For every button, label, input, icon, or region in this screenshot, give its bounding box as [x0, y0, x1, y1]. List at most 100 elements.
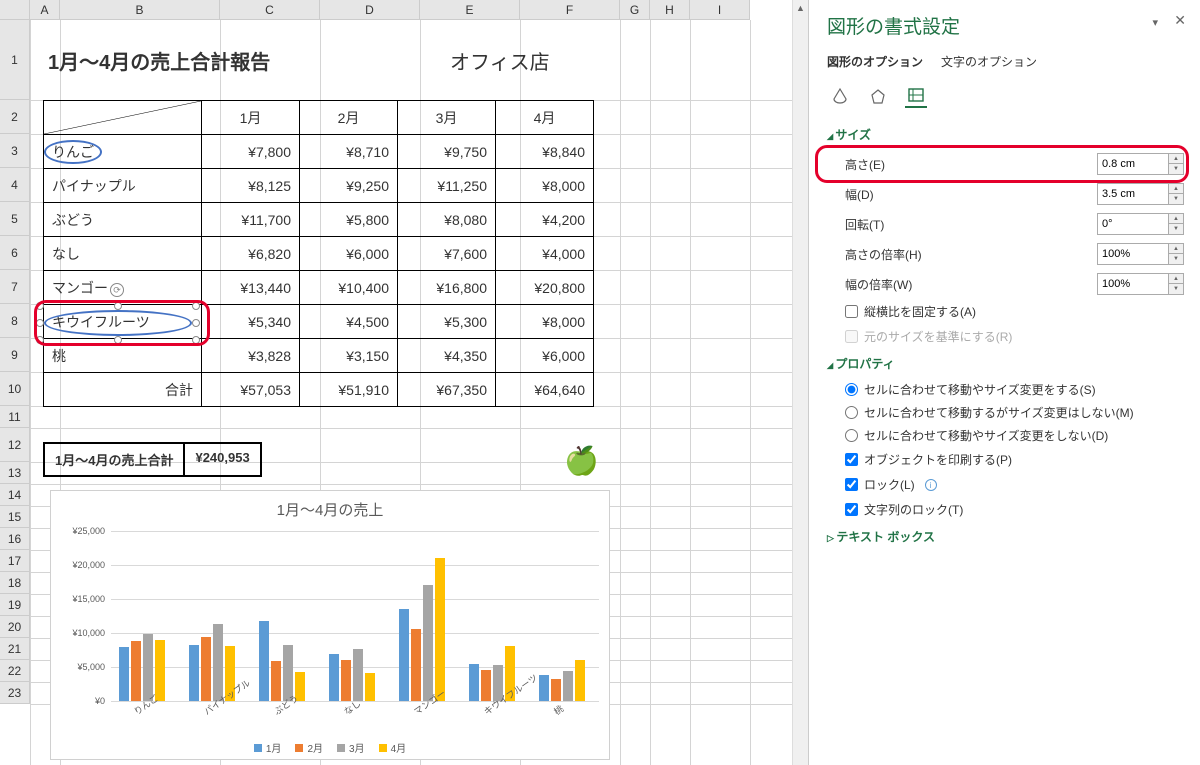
sales-chart[interactable]: 1月～4月の売上 ¥0¥5,000¥10,000¥15,000¥20,000¥2… [50, 490, 610, 760]
row-header-21[interactable]: 21 [0, 638, 29, 660]
col-header-B[interactable]: B [60, 0, 220, 19]
col-header-H[interactable]: H [650, 0, 690, 19]
chart-bar[interactable] [575, 660, 585, 701]
sales-cell: ¥5,300 [398, 305, 496, 339]
print-object-checkbox[interactable] [845, 453, 858, 466]
product-label: パイナップル [44, 169, 202, 203]
store-name: オフィス店 [450, 46, 550, 75]
chart-bar[interactable] [469, 664, 479, 701]
product-label: ぶどう [44, 203, 202, 237]
row-header-12[interactable]: 12 [0, 428, 29, 462]
ellipse-shape-1[interactable] [44, 140, 102, 164]
select-all-corner[interactable] [0, 0, 30, 20]
chart-bar[interactable] [189, 645, 199, 701]
row-header-13[interactable]: 13 [0, 462, 29, 484]
table-row[interactable]: りんご¥7,800¥8,710¥9,750¥8,840 [44, 135, 594, 169]
sales-cell: ¥8,080 [398, 203, 496, 237]
tab-shape-options[interactable]: 図形のオプション [827, 53, 923, 74]
chart-bar[interactable] [329, 654, 339, 701]
size-properties-icon[interactable] [905, 86, 927, 108]
rotation-input[interactable] [1097, 213, 1169, 235]
col-header-D[interactable]: D [320, 0, 420, 19]
chart-bar[interactable] [353, 649, 363, 701]
chart-bar[interactable] [259, 621, 269, 701]
radio-move-nosize[interactable] [845, 406, 858, 419]
col-header-F[interactable]: F [520, 0, 620, 19]
section-textbox[interactable]: テキスト ボックス [827, 522, 1184, 551]
sales-cell: ¥5,800 [300, 203, 398, 237]
chart-bar[interactable] [563, 671, 573, 701]
width-scale-input[interactable] [1097, 273, 1169, 295]
vertical-scrollbar[interactable]: ▲ [792, 0, 808, 765]
row-header-11[interactable]: 11 [0, 406, 29, 428]
table-row[interactable]: パイナップル¥8,125¥9,250¥11,250¥8,000 [44, 169, 594, 203]
sales-table[interactable]: 1月2月3月4月りんご¥7,800¥8,710¥9,750¥8,840パイナップ… [43, 100, 594, 407]
chart-bar[interactable] [119, 647, 129, 701]
row-header-16[interactable]: 16 [0, 528, 29, 550]
height-scale-input[interactable] [1097, 243, 1169, 265]
apple-icon[interactable]: 🍏 [564, 444, 599, 477]
sales-cell: ¥16,800 [398, 271, 496, 305]
row-header-7[interactable]: 7 [0, 270, 29, 304]
panel-close-icon[interactable]: ✕ [1174, 12, 1186, 29]
row-header-19[interactable]: 19 [0, 594, 29, 616]
chart-bar[interactable] [435, 558, 445, 701]
table-row[interactable]: なし¥6,820¥6,000¥7,600¥4,000 [44, 237, 594, 271]
row-header-15[interactable]: 15 [0, 506, 29, 528]
rotate-handle-icon[interactable]: ⟳ [110, 283, 124, 297]
scroll-up-button[interactable]: ▲ [793, 0, 808, 16]
row-header-23[interactable]: 23 [0, 682, 29, 704]
row-header-5[interactable]: 5 [0, 202, 29, 236]
col-header-G[interactable]: G [620, 0, 650, 19]
legend-item: 4月 [379, 740, 407, 755]
chart-bar[interactable] [539, 675, 549, 701]
col-header-E[interactable]: E [420, 0, 520, 19]
chart-bar[interactable] [201, 637, 211, 701]
tab-text-options[interactable]: 文字のオプション [941, 53, 1037, 74]
lock-text-checkbox[interactable] [845, 503, 858, 516]
chart-bar[interactable] [131, 641, 141, 701]
row-header-6[interactable]: 6 [0, 236, 29, 270]
row-header-9[interactable]: 9 [0, 338, 29, 372]
radio-nomove[interactable] [845, 429, 858, 442]
width-input[interactable] [1097, 183, 1169, 205]
chart-bar[interactable] [411, 629, 421, 701]
row-header-14[interactable]: 14 [0, 484, 29, 506]
chart-bar[interactable] [365, 673, 375, 701]
month-header: 4月 [496, 101, 594, 135]
row-header-22[interactable]: 22 [0, 660, 29, 682]
spreadsheet-area[interactable]: ABCDEFGHI 123456789101112131415161718192… [0, 0, 808, 765]
chart-bar[interactable] [155, 640, 165, 701]
chart-bar[interactable] [143, 634, 153, 701]
chart-bar[interactable] [481, 670, 491, 701]
radio-move-size[interactable] [845, 383, 858, 396]
chart-bar[interactable] [399, 609, 409, 701]
row-header-10[interactable]: 10 [0, 372, 29, 406]
fill-line-icon[interactable] [829, 86, 851, 108]
col-header-C[interactable]: C [220, 0, 320, 19]
chart-bar[interactable] [213, 624, 223, 701]
row-header-2[interactable]: 2 [0, 100, 29, 134]
chart-bar[interactable] [271, 661, 281, 701]
panel-options-dropdown-icon[interactable]: ▾ [1152, 16, 1158, 29]
table-row[interactable]: ぶどう¥11,700¥5,800¥8,080¥4,200 [44, 203, 594, 237]
sales-cell: ¥3,150 [300, 339, 398, 373]
col-header-A[interactable]: A [30, 0, 60, 19]
lock-aspect-checkbox[interactable] [845, 305, 858, 318]
info-icon[interactable]: i [925, 479, 937, 491]
row-header-3[interactable]: 3 [0, 134, 29, 168]
row-header-20[interactable]: 20 [0, 616, 29, 638]
row-header-17[interactable]: 17 [0, 550, 29, 572]
effects-icon[interactable] [867, 86, 889, 108]
row-header-8[interactable]: 8 [0, 304, 29, 338]
sales-cell: ¥8,840 [496, 135, 594, 169]
chart-bar[interactable] [423, 585, 433, 701]
chart-bar[interactable] [551, 679, 561, 701]
section-properties[interactable]: プロパティ [827, 349, 1184, 378]
col-header-I[interactable]: I [690, 0, 750, 19]
row-header-4[interactable]: 4 [0, 168, 29, 202]
chart-bar[interactable] [341, 660, 351, 701]
row-header-1[interactable]: 1 [0, 20, 29, 100]
lock-checkbox[interactable] [845, 478, 858, 491]
row-header-18[interactable]: 18 [0, 572, 29, 594]
